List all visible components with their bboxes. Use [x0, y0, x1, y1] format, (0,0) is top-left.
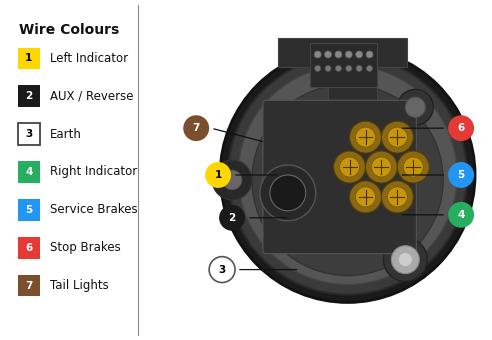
Circle shape	[371, 157, 392, 177]
Bar	[18, 199, 40, 221]
FancyBboxPatch shape	[263, 100, 416, 254]
Circle shape	[448, 115, 474, 141]
Text: 7: 7	[192, 123, 200, 133]
Circle shape	[398, 151, 429, 183]
Bar	[18, 275, 40, 296]
Circle shape	[212, 160, 252, 200]
Circle shape	[325, 65, 331, 71]
Circle shape	[252, 84, 443, 275]
Text: 3: 3	[218, 265, 226, 275]
Circle shape	[260, 165, 316, 221]
Text: 2: 2	[25, 91, 32, 101]
Circle shape	[270, 175, 306, 211]
Circle shape	[381, 181, 413, 213]
Circle shape	[335, 51, 342, 58]
Text: AUX / Reverse: AUX / Reverse	[50, 90, 133, 103]
Circle shape	[381, 121, 413, 153]
Circle shape	[367, 65, 372, 71]
Circle shape	[366, 51, 373, 58]
Circle shape	[350, 121, 381, 153]
Bar	[18, 237, 40, 259]
Polygon shape	[278, 37, 407, 107]
Circle shape	[392, 246, 419, 274]
Circle shape	[325, 51, 332, 58]
Circle shape	[405, 97, 425, 117]
Text: Earth: Earth	[50, 128, 82, 141]
Circle shape	[238, 65, 457, 285]
Circle shape	[356, 127, 375, 147]
Circle shape	[398, 89, 433, 125]
Circle shape	[334, 151, 366, 183]
Circle shape	[222, 170, 242, 190]
Bar	[18, 161, 40, 183]
Text: Tail Lights: Tail Lights	[50, 279, 109, 292]
Text: 2: 2	[228, 213, 236, 223]
Circle shape	[219, 205, 245, 231]
Circle shape	[448, 162, 474, 188]
Circle shape	[387, 187, 407, 207]
Text: 4: 4	[458, 210, 465, 220]
Text: 6: 6	[25, 243, 32, 253]
Bar	[18, 123, 40, 145]
Circle shape	[314, 51, 321, 58]
Text: 6: 6	[458, 123, 465, 133]
Circle shape	[220, 48, 475, 303]
Circle shape	[315, 65, 321, 71]
Text: Service Brakes: Service Brakes	[50, 203, 137, 216]
Text: Wire Colours: Wire Colours	[19, 22, 119, 37]
Text: 4: 4	[25, 167, 32, 177]
Text: 1: 1	[215, 170, 222, 180]
Text: Stop Brakes: Stop Brakes	[50, 241, 121, 254]
Circle shape	[350, 181, 381, 213]
Bar	[18, 85, 40, 107]
Circle shape	[205, 162, 231, 188]
Circle shape	[356, 65, 362, 71]
Circle shape	[383, 238, 427, 282]
Circle shape	[366, 151, 398, 183]
Circle shape	[356, 51, 363, 58]
Circle shape	[183, 115, 209, 141]
Text: 5: 5	[458, 170, 465, 180]
Circle shape	[228, 55, 467, 294]
Circle shape	[356, 187, 375, 207]
Text: 3: 3	[25, 129, 32, 139]
Bar	[310, 42, 377, 87]
Bar	[18, 48, 40, 69]
Circle shape	[403, 157, 423, 177]
Circle shape	[339, 157, 360, 177]
Circle shape	[448, 202, 474, 228]
Text: Right Indicator: Right Indicator	[50, 166, 137, 178]
Text: 5: 5	[25, 205, 32, 215]
Circle shape	[336, 65, 341, 71]
Circle shape	[209, 257, 235, 283]
Circle shape	[346, 65, 352, 71]
Circle shape	[345, 51, 352, 58]
Text: Left Indicator: Left Indicator	[50, 52, 128, 65]
Circle shape	[399, 253, 412, 267]
Text: 7: 7	[25, 280, 32, 290]
Text: 1: 1	[25, 53, 32, 64]
Circle shape	[387, 127, 407, 147]
